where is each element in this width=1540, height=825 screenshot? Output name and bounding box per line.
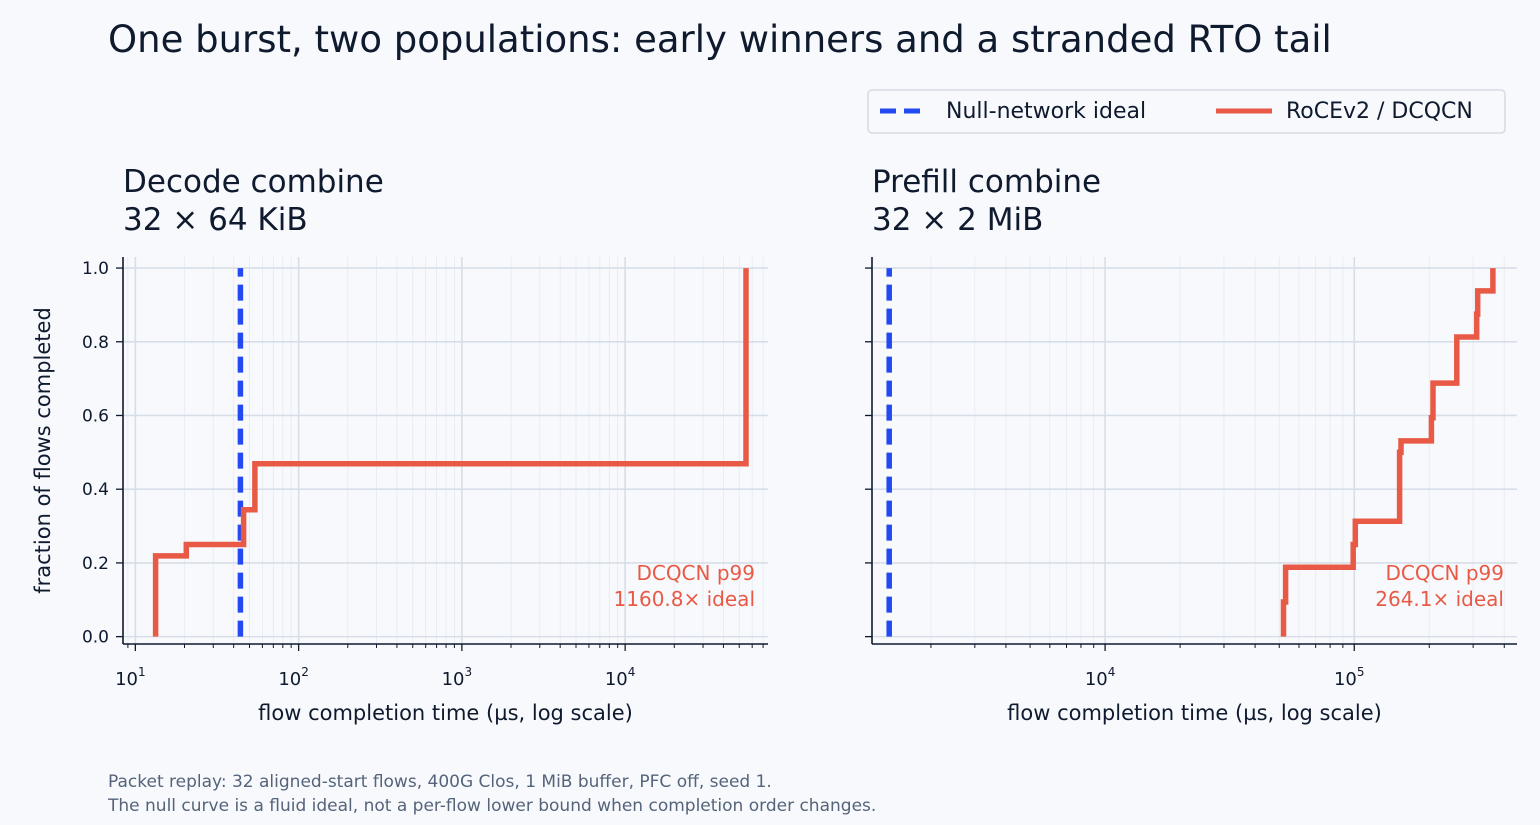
prefill-panel-title: Prefill combine [872, 164, 1101, 200]
legend-frame [867, 89, 1506, 134]
prefill-x-tick-label: 105 [1334, 665, 1365, 690]
decode-y-tick-label: 0.8 [82, 333, 109, 353]
decode-y-tick-label: 0.0 [82, 628, 109, 648]
prefill-x-tick-exponent: 5 [1357, 665, 1365, 679]
prefill-x-axis-label: flow completion time (µs, log scale) [1007, 701, 1382, 725]
decode-x-axis-label: flow completion time (µs, log scale) [258, 701, 633, 725]
decode-p99-annotation: 1160.8× ideal [614, 587, 755, 611]
legend-label-dcqcn: RoCEv2 / DCQCN [1286, 99, 1473, 124]
decode-x-tick-exponent: 3 [465, 665, 473, 679]
decode-x-tick-label: 103 [442, 665, 473, 690]
decode-y-tick-label: 0.6 [82, 406, 109, 426]
decode-panel-title: Decode combine [123, 164, 384, 200]
prefill-dcqcn-cdf-line [1280, 268, 1496, 637]
decode-y-axis-label: fraction of flows completed [31, 307, 55, 594]
decode-y-tick-label: 1.0 [82, 259, 109, 279]
decode-x-tick-label: 102 [278, 665, 309, 690]
decode-p99-annotation: DCQCN p99 [636, 561, 755, 585]
decode-dcqcn-cdf-line [152, 268, 749, 637]
decode-x-tick-exponent: 4 [628, 665, 636, 679]
decode-y-tick-label: 0.2 [82, 554, 109, 574]
decode-x-tick-label: 104 [605, 665, 636, 690]
figure-title: One burst, two populations: early winner… [108, 18, 1332, 61]
decode-x-tick-label: 101 [115, 665, 146, 690]
figure-caption: Packet replay: 32 aligned-start flows, 4… [108, 770, 876, 818]
prefill-x-tick-exponent: 4 [1108, 665, 1116, 679]
prefill-panel-title: 32 × 2 MiB [872, 202, 1043, 238]
legend: Null-network ideal RoCEv2 / DCQCN [867, 89, 1506, 134]
panel-decode-combine: 101 102 103 104 0.0 0.2 0.4 0.6 0.8 1.0 Decode com… [31, 164, 768, 725]
prefill-p99-annotation: DCQCN p99 [1385, 561, 1504, 585]
decode-y-tick-label: 0.4 [82, 480, 109, 500]
caption-line-1: Packet replay: 32 aligned-start flows, 4… [108, 772, 772, 792]
prefill-x-tick-label: 104 [1085, 665, 1116, 690]
decode-x-tick-exponent: 2 [301, 665, 309, 679]
decode-panel-title: 32 × 64 KiB [123, 202, 308, 238]
decode-x-tick-exponent: 1 [138, 665, 146, 679]
legend-label-null: Null-network ideal [946, 99, 1146, 124]
prefill-p99-annotation: 264.1× ideal [1375, 587, 1504, 611]
caption-line-2: The null curve is a fluid ideal, not a p… [108, 796, 877, 816]
